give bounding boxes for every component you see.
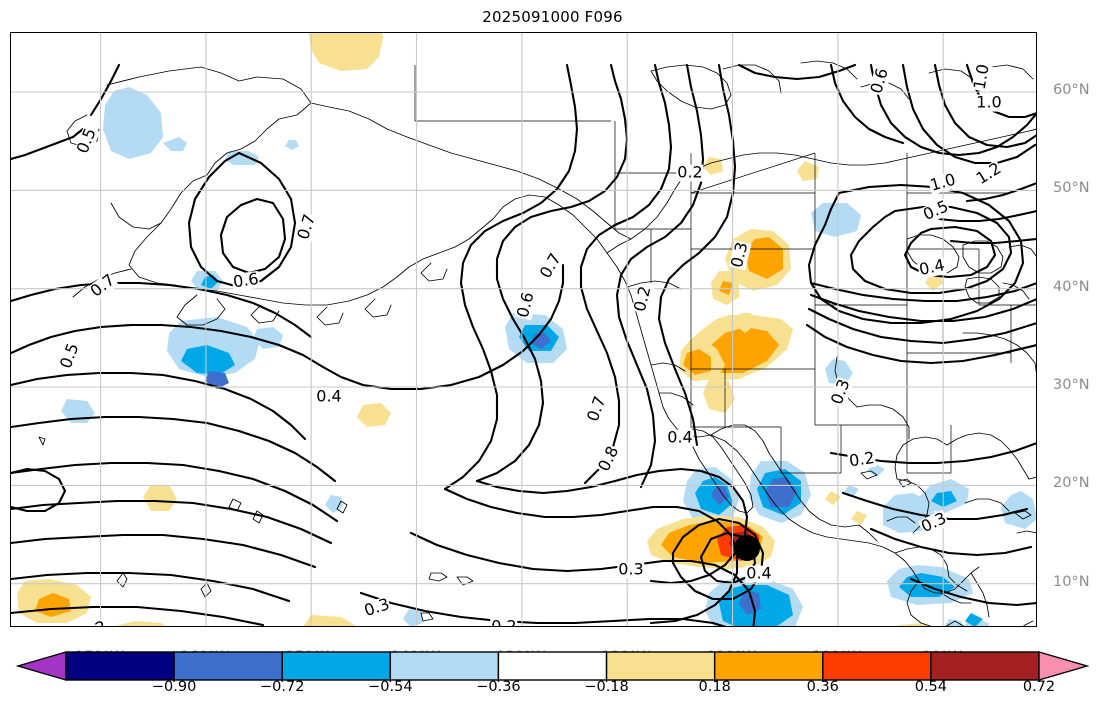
map-frame: 0.50.70.50.60.70.40.30.20.20.70.60.70.80… xyxy=(10,32,1037,627)
map-panel: 0.50.70.50.60.70.40.30.20.20.70.60.70.80… xyxy=(10,32,1090,665)
gridline-layer xyxy=(11,33,1036,626)
colorbar-tick-label: −0.90 xyxy=(151,679,197,695)
colorbar-segment xyxy=(930,651,1040,681)
colorbar-segment xyxy=(389,651,500,681)
latitude-tick-label: 60°N xyxy=(1053,82,1090,98)
map-canvas[interactable] xyxy=(11,33,1037,627)
latitude-tick-label: 50°N xyxy=(1053,180,1090,197)
colorbar-tick-label: −0.36 xyxy=(476,679,521,695)
colorbar-tick-label: 0.18 xyxy=(698,679,731,695)
colorbar-tick-label: −0.54 xyxy=(368,679,413,695)
colorbar-segment xyxy=(65,651,175,681)
colorbar-segment xyxy=(605,651,716,681)
colorbar-swatches xyxy=(15,651,1090,682)
colorbar[interactable]: −0.90 −0.72 −0.54 −0.36 −0.18 0.18 0.36 0.54 0.7… xyxy=(0,648,1105,712)
shaded-anomaly-layer xyxy=(17,33,1036,626)
contour-layer xyxy=(11,63,1036,626)
colorbar-segment xyxy=(281,651,392,681)
colorbar-segment xyxy=(713,651,824,681)
latitude-tick-label: 30°N xyxy=(1053,377,1090,394)
page-title: 2025091000 F096 xyxy=(482,8,623,26)
latitude-tick-label: 20°N xyxy=(1053,475,1090,492)
colorbar-tick-label: 0.72 xyxy=(1022,679,1056,695)
max-marker-icon xyxy=(734,535,760,561)
colorbar-segment xyxy=(173,651,283,681)
colorbar-tick-label: 0.36 xyxy=(806,679,839,695)
colorbar-tick-label: −0.18 xyxy=(584,679,629,695)
colorbar-tick-label: −0.72 xyxy=(260,679,305,695)
state-border-layer xyxy=(414,65,1036,474)
colorbar-over-arrow xyxy=(1038,651,1090,681)
latitude-tick-label: 40°N xyxy=(1053,278,1090,295)
latitude-tick-label: 10°N xyxy=(1053,573,1090,590)
colorbar-under-arrow xyxy=(15,651,67,681)
colorbar-tick-label: 0.54 xyxy=(914,679,948,695)
colorbar-segment xyxy=(822,651,932,681)
colorbar-segment xyxy=(497,651,608,681)
